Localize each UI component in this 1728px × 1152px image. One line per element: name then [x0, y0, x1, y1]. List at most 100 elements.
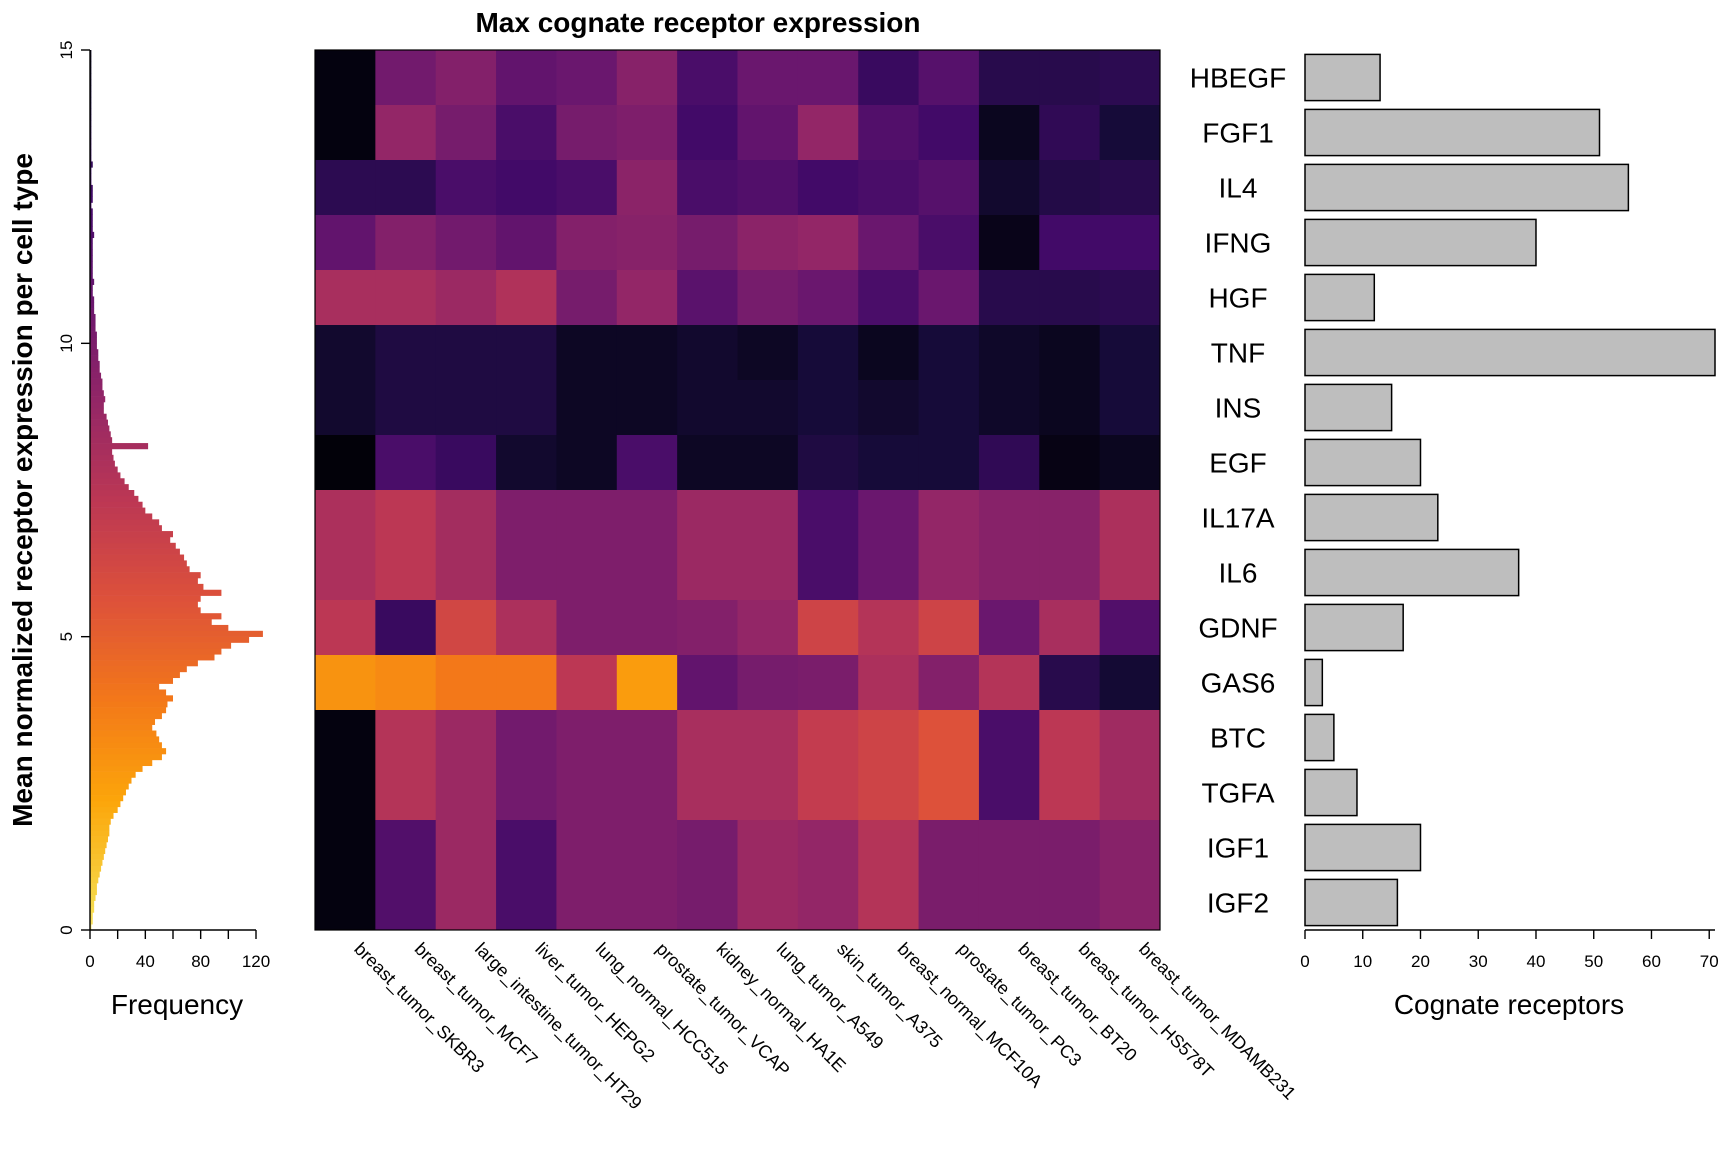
- heatmap-cell: [375, 545, 437, 601]
- histogram-bar: [90, 495, 139, 503]
- heatmap-cell: [918, 710, 980, 766]
- histogram-bar: [90, 161, 93, 168]
- histogram-bar: [90, 325, 96, 332]
- heatmap-cell: [435, 765, 497, 821]
- heatmap-cell: [315, 875, 376, 931]
- heatmap-cell: [556, 160, 618, 216]
- heatmap-cell: [677, 710, 738, 766]
- ligand-label: EGF: [1209, 448, 1267, 479]
- heatmap-cell: [616, 875, 678, 931]
- heatmap-cell: [616, 435, 678, 491]
- heatmap-cell: [1039, 655, 1101, 711]
- histogram-bar: [90, 413, 107, 420]
- histogram-bar: [90, 572, 201, 579]
- heatmap-cell: [918, 105, 980, 161]
- heatmap-cell: [677, 105, 738, 161]
- histogram-bar: [90, 290, 93, 297]
- heatmap-cell: [616, 545, 678, 601]
- heatmap-cell: [435, 105, 497, 161]
- cognate-bar: [1304, 603, 1404, 652]
- heatmap-cell: [375, 765, 437, 821]
- heatmap-cell: [978, 490, 1040, 546]
- heatmap-cell: [978, 545, 1040, 601]
- histogram-bar: [90, 319, 96, 327]
- heatmap-cell: [797, 655, 859, 711]
- histogram-bar: [90, 296, 95, 303]
- heatmap-cell: [1039, 490, 1101, 546]
- heatmap-cell: [737, 325, 799, 381]
- heatmap-cell: [616, 380, 678, 436]
- heatmap-cell: [375, 270, 437, 326]
- heatmap-cell: [616, 215, 678, 271]
- histogram-bar: [90, 554, 185, 561]
- heatmap-cell: [616, 820, 678, 876]
- heatmap-cell: [435, 655, 497, 711]
- histogram-bar: [90, 836, 108, 843]
- cognate-bar: [1304, 383, 1393, 432]
- histogram-bar: [90, 900, 95, 907]
- histogram-bar: [90, 425, 110, 432]
- histogram-bar: [90, 589, 222, 596]
- heatmap-cell: [797, 765, 859, 821]
- heatmap-cell: [797, 270, 859, 326]
- heatmap-cell: [315, 50, 376, 106]
- histogram-bar: [90, 378, 103, 385]
- histogram-bar: [90, 501, 143, 508]
- heatmap-cell: [858, 710, 920, 766]
- histogram-bar: [90, 583, 204, 591]
- histogram-bar: [90, 525, 162, 532]
- histogram-bar: [90, 689, 167, 696]
- heatmap-cell: [978, 380, 1040, 436]
- heatmap-cell: [737, 105, 799, 161]
- histogram-bar: [90, 272, 93, 280]
- histogram-bar: [90, 478, 125, 485]
- heatmap-cell: [556, 50, 618, 106]
- heatmap-cell: [1039, 50, 1101, 106]
- histogram-bar: [90, 507, 146, 514]
- histogram-bar: [90, 806, 118, 813]
- heatmap-cell: [737, 545, 799, 601]
- heatmap-cell: [616, 50, 678, 106]
- heatmap-cell: [315, 105, 376, 161]
- histogram-bar: [90, 800, 121, 808]
- heatmap-cell: [797, 160, 859, 216]
- heatmap-cell: [858, 490, 920, 546]
- histogram-bar: [90, 701, 168, 708]
- heatmap-cell: [677, 325, 738, 381]
- heatmap-cell: [1099, 765, 1161, 821]
- heatmap-cell: [375, 435, 437, 491]
- heatmap-cell: [435, 50, 497, 106]
- histogram-bar: [90, 607, 201, 614]
- heatmap-cell: [496, 820, 557, 876]
- heatmap-cell: [496, 710, 557, 766]
- heatmap-border: [314, 49, 1161, 931]
- heatmap-cell: [375, 215, 437, 271]
- heatmap-cell: [797, 545, 859, 601]
- heatmap-cell: [1099, 710, 1161, 766]
- histogram-bar: [90, 871, 100, 878]
- heatmap-cell: [1099, 655, 1161, 711]
- histogram-x-label: Frequency: [111, 989, 243, 1020]
- heatmap-cell: [677, 435, 738, 491]
- heatmap-cell: [496, 765, 557, 821]
- heatmap-cell: [375, 50, 437, 106]
- histogram-bar: [90, 278, 95, 285]
- cognate-bar: [1304, 493, 1439, 542]
- ligand-label: IL17A: [1201, 503, 1274, 534]
- heatmap-cell: [315, 765, 376, 821]
- heatmap-cell: [918, 325, 980, 381]
- heatmap-cell: [677, 215, 738, 271]
- histogram-bar: [90, 730, 157, 737]
- heatmap-cell: [797, 875, 859, 931]
- heatmap-cell: [737, 820, 799, 876]
- ligand-label: TNF: [1211, 338, 1265, 369]
- heatmap-cell: [918, 215, 980, 271]
- heatmap-cell: [978, 655, 1040, 711]
- histogram-bar: [90, 548, 180, 555]
- heatmap-cell: [737, 435, 799, 491]
- histogram-bars: [90, 50, 263, 931]
- heatmap-cell: [435, 490, 497, 546]
- heatmap-cell: [556, 820, 618, 876]
- histogram-bar: [90, 267, 93, 274]
- ligand-label: FGF1: [1202, 118, 1274, 149]
